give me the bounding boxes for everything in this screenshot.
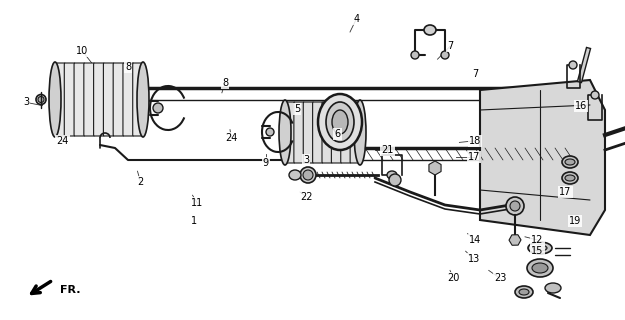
Text: 10: 10 — [76, 46, 89, 56]
Ellipse shape — [424, 25, 436, 35]
Text: 21: 21 — [381, 145, 394, 156]
FancyBboxPatch shape — [103, 63, 114, 136]
FancyBboxPatch shape — [312, 102, 323, 163]
Ellipse shape — [36, 94, 46, 105]
Ellipse shape — [510, 201, 520, 211]
Ellipse shape — [389, 174, 401, 186]
Ellipse shape — [533, 245, 547, 251]
Ellipse shape — [300, 167, 316, 183]
Text: 22: 22 — [300, 192, 312, 202]
Ellipse shape — [569, 61, 577, 69]
Ellipse shape — [303, 170, 313, 180]
FancyBboxPatch shape — [113, 63, 124, 136]
Ellipse shape — [515, 286, 533, 298]
Text: 16: 16 — [575, 100, 587, 111]
Text: 23: 23 — [494, 273, 506, 284]
Ellipse shape — [38, 97, 44, 102]
Ellipse shape — [332, 110, 348, 134]
Text: 17: 17 — [468, 152, 480, 162]
Ellipse shape — [532, 263, 548, 273]
Ellipse shape — [506, 197, 524, 215]
FancyBboxPatch shape — [74, 63, 85, 136]
FancyBboxPatch shape — [284, 102, 295, 163]
Ellipse shape — [545, 283, 561, 293]
FancyBboxPatch shape — [84, 63, 94, 136]
Polygon shape — [480, 80, 605, 235]
Text: 7: 7 — [472, 68, 478, 79]
FancyBboxPatch shape — [54, 63, 65, 136]
Text: 6: 6 — [334, 129, 341, 140]
Text: FR.: FR. — [60, 285, 81, 295]
FancyBboxPatch shape — [322, 102, 332, 163]
Text: 20: 20 — [448, 273, 460, 284]
Text: 8: 8 — [125, 62, 131, 72]
Text: 2: 2 — [138, 177, 144, 188]
Ellipse shape — [528, 242, 552, 254]
Text: 3: 3 — [303, 155, 309, 165]
FancyBboxPatch shape — [341, 102, 351, 163]
FancyBboxPatch shape — [294, 102, 304, 163]
FancyBboxPatch shape — [64, 63, 75, 136]
Text: 1: 1 — [191, 216, 197, 226]
FancyBboxPatch shape — [94, 63, 104, 136]
Ellipse shape — [562, 156, 578, 168]
Ellipse shape — [519, 289, 529, 295]
Text: 24: 24 — [225, 132, 238, 143]
Text: 12: 12 — [531, 235, 544, 245]
Ellipse shape — [289, 170, 301, 180]
Ellipse shape — [354, 100, 366, 165]
Text: 13: 13 — [468, 254, 480, 264]
Text: 19: 19 — [569, 216, 581, 226]
Ellipse shape — [326, 102, 354, 142]
Text: 5: 5 — [294, 104, 300, 114]
Ellipse shape — [441, 51, 449, 59]
Text: 18: 18 — [469, 136, 481, 146]
FancyBboxPatch shape — [123, 63, 134, 136]
Ellipse shape — [279, 100, 291, 165]
Ellipse shape — [49, 62, 61, 137]
Ellipse shape — [411, 51, 419, 59]
Ellipse shape — [527, 259, 553, 277]
Text: 7: 7 — [447, 41, 453, 52]
Text: 3: 3 — [23, 97, 29, 108]
Ellipse shape — [562, 172, 578, 184]
Ellipse shape — [266, 128, 274, 136]
Ellipse shape — [153, 103, 163, 113]
Ellipse shape — [318, 94, 362, 150]
Text: 8: 8 — [222, 78, 228, 88]
Ellipse shape — [591, 91, 599, 99]
FancyBboxPatch shape — [331, 102, 342, 163]
Text: 14: 14 — [469, 235, 481, 245]
Text: 11: 11 — [191, 198, 204, 208]
Text: 4: 4 — [353, 14, 359, 24]
Text: 9: 9 — [262, 158, 269, 168]
Text: 17: 17 — [559, 187, 572, 197]
Ellipse shape — [565, 175, 575, 181]
FancyBboxPatch shape — [350, 102, 361, 163]
Text: 24: 24 — [56, 136, 69, 146]
Ellipse shape — [387, 171, 397, 179]
FancyBboxPatch shape — [303, 102, 314, 163]
FancyBboxPatch shape — [132, 63, 144, 136]
Text: 15: 15 — [531, 246, 544, 256]
Ellipse shape — [565, 159, 575, 165]
Ellipse shape — [137, 62, 149, 137]
